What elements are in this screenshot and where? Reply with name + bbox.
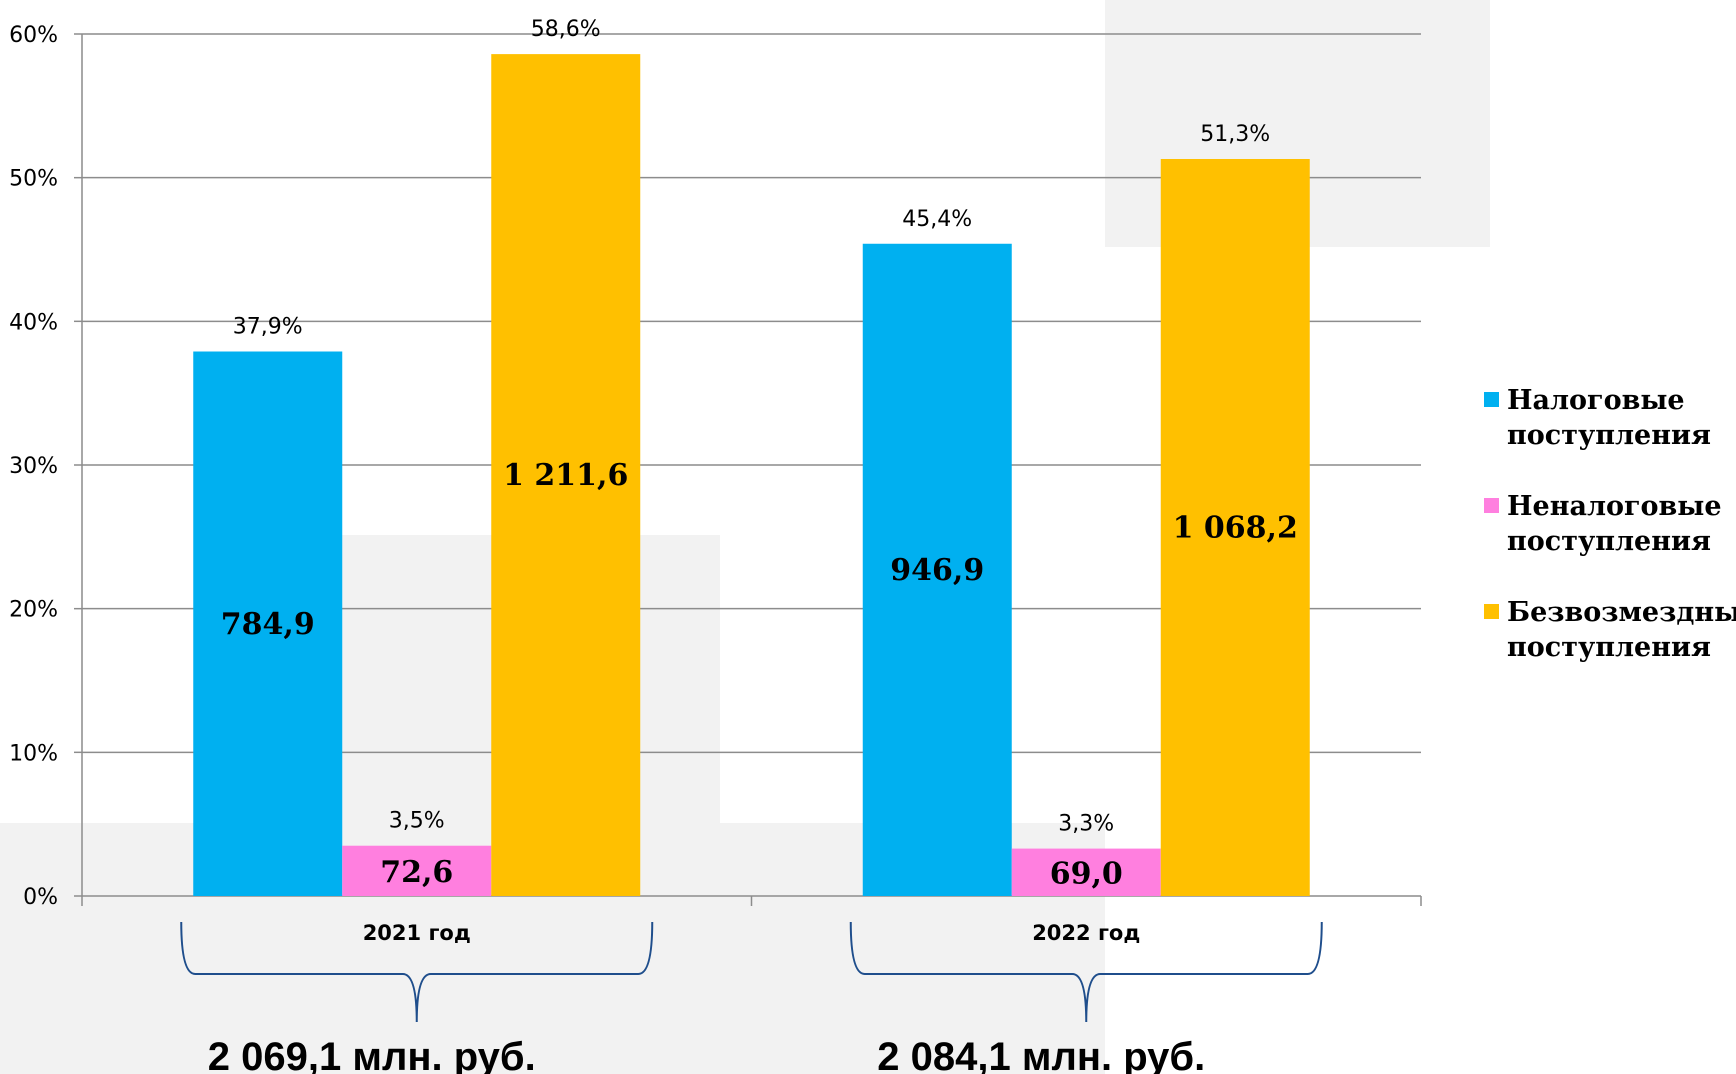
bar bbox=[491, 54, 641, 896]
amount-label: 784,9 bbox=[221, 607, 315, 642]
legend-label: поступления bbox=[1507, 420, 1711, 451]
legend-swatch bbox=[1484, 498, 1499, 513]
bar bbox=[1160, 158, 1310, 897]
y-axis-tick-labels: 0% 10% 20% 30% 40% 50% 60% bbox=[9, 23, 58, 910]
bars bbox=[193, 54, 1310, 897]
percent-label: 3,5% bbox=[389, 809, 445, 834]
total-labels: 2 069,1 млн. руб. 2 084,1 млн. руб. bbox=[208, 1035, 1205, 1074]
legend-label: поступления bbox=[1507, 632, 1711, 663]
percent-label: 58,6% bbox=[531, 17, 601, 42]
y-tick-label: 50% bbox=[9, 167, 58, 192]
total-label: 2 084,1 млн. руб. bbox=[877, 1035, 1205, 1074]
percent-label: 37,9% bbox=[233, 315, 303, 340]
amount-label: 946,9 bbox=[890, 553, 984, 588]
brace bbox=[180, 921, 654, 1023]
bar bbox=[1011, 848, 1161, 896]
amount-label: 1 068,2 bbox=[1173, 510, 1298, 545]
legend-label: Неналоговые bbox=[1507, 491, 1722, 522]
data-labels: 37,9% 784,9 3,5% 72,6 58,6% 1 211,6 45,4% 946,9… bbox=[221, 17, 1298, 891]
percent-label: 3,3% bbox=[1058, 812, 1114, 837]
category-labels: 2021 год 2022 год bbox=[363, 921, 1141, 945]
y-tick-label: 40% bbox=[9, 310, 58, 335]
legend-swatch bbox=[1484, 392, 1499, 407]
bar bbox=[862, 243, 1012, 897]
bar bbox=[193, 351, 343, 897]
percent-label: 51,3% bbox=[1200, 122, 1270, 147]
y-tick-label: 0% bbox=[23, 885, 58, 910]
y-tick-label: 20% bbox=[9, 598, 58, 623]
legend-label: поступления bbox=[1507, 526, 1711, 557]
amount-label: 1 211,6 bbox=[503, 458, 628, 493]
amount-label: 69,0 bbox=[1050, 856, 1123, 891]
legend-label: Безвозмездные bbox=[1507, 597, 1736, 628]
legend: Налоговые поступления Неналоговые поступлен… bbox=[1484, 385, 1736, 663]
category-label: 2021 год bbox=[363, 921, 471, 945]
bar bbox=[342, 845, 492, 896]
total-label: 2 069,1 млн. руб. bbox=[208, 1035, 536, 1074]
braces bbox=[180, 921, 1323, 1023]
brace bbox=[849, 921, 1323, 1023]
amount-label: 72,6 bbox=[380, 855, 453, 890]
category-label: 2022 год bbox=[1032, 921, 1140, 945]
y-tick-label: 30% bbox=[9, 454, 58, 479]
legend-label: Налоговые bbox=[1507, 385, 1685, 416]
y-tick-label: 60% bbox=[9, 23, 58, 48]
y-tick-label: 10% bbox=[9, 741, 58, 766]
legend-swatch bbox=[1484, 604, 1499, 619]
percent-label: 45,4% bbox=[902, 207, 972, 232]
